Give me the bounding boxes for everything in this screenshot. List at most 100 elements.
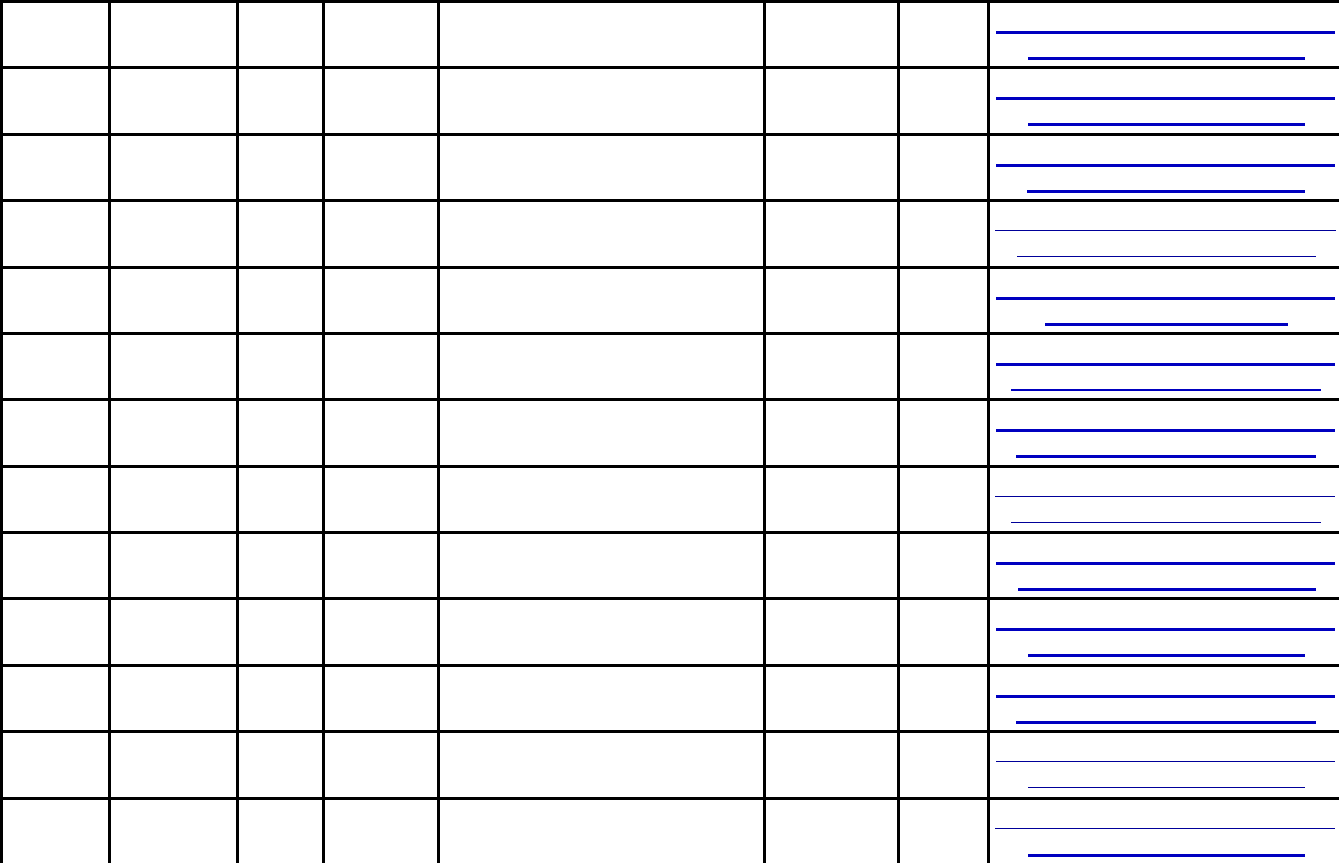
link-cell [987, 331, 1339, 402]
table-cell [236, 199, 325, 269]
blank-link-underline-bottom[interactable] [1011, 521, 1321, 523]
table-cell [108, 530, 239, 601]
table-cell [0, 663, 111, 734]
table-cell [108, 398, 239, 468]
table-cell [322, 597, 440, 667]
table-cell [322, 464, 440, 535]
table-cell [897, 0, 990, 70]
table-cell [108, 0, 239, 70]
blank-link-underline-top[interactable] [995, 230, 1336, 232]
table-cell [236, 132, 325, 203]
table-cell [897, 597, 990, 667]
blank-link-underline-bottom[interactable] [1016, 455, 1316, 459]
table-cell [322, 199, 440, 269]
table-cell [108, 265, 239, 335]
blank-link-underline-top[interactable] [996, 31, 1335, 34]
link-cell [987, 796, 1339, 863]
blank-link-underline-bottom[interactable] [1028, 123, 1305, 127]
table-cell [437, 663, 766, 734]
table-cell [108, 132, 239, 203]
table-cell [236, 66, 325, 136]
link-cell [987, 265, 1339, 335]
blank-link-underline-bottom[interactable] [1028, 654, 1305, 658]
table-cell [322, 66, 440, 136]
blank-link-underline-top[interactable] [996, 97, 1335, 101]
table-cell [0, 530, 111, 601]
blank-link-underline-top[interactable] [995, 827, 1335, 829]
table-cell [763, 0, 900, 70]
table-cell [108, 597, 239, 667]
table-cell [108, 663, 239, 734]
table-cell [437, 331, 766, 402]
table-cell [108, 199, 239, 269]
table-cell [897, 66, 990, 136]
blank-link-underline-bottom[interactable] [1045, 322, 1288, 326]
blank-link-underline-top[interactable] [996, 761, 1335, 763]
blank-link-underline-top[interactable] [996, 628, 1335, 632]
table-cell [437, 66, 766, 136]
link-cell [987, 199, 1339, 269]
blank-link-underline-bottom[interactable] [1018, 588, 1316, 591]
blank-link-underline-top[interactable] [996, 429, 1335, 433]
table-row-7 [0, 398, 1339, 468]
blank-link-underline-bottom[interactable] [1028, 787, 1305, 789]
table-cell [236, 398, 325, 468]
table-cell [322, 0, 440, 70]
table-cell [763, 663, 900, 734]
table-cell [897, 199, 990, 269]
table-cell [322, 796, 440, 863]
table-cell [108, 66, 239, 136]
blank-link-underline-top[interactable] [996, 296, 1335, 300]
table-cell [763, 66, 900, 136]
table-row-13 [0, 796, 1339, 863]
table-cell [897, 398, 990, 468]
blank-link-underline-top[interactable] [996, 362, 1335, 366]
link-cell [987, 530, 1339, 601]
table-cell [437, 265, 766, 335]
link-cell [987, 464, 1339, 535]
table-cell [108, 730, 239, 800]
table-cell [763, 132, 900, 203]
table-cell [437, 199, 766, 269]
table-cell [897, 132, 990, 203]
link-cell [987, 66, 1339, 136]
table-cell [763, 331, 900, 402]
blank-link-underline-bottom[interactable] [1016, 720, 1316, 724]
table-row-9 [0, 530, 1339, 601]
table-cell [0, 464, 111, 535]
table-cell [0, 331, 111, 402]
table-row-11 [0, 663, 1339, 734]
link-cell [987, 398, 1339, 468]
blank-link-underline-bottom[interactable] [1011, 388, 1321, 391]
table-cell [236, 265, 325, 335]
blank-link-underline-bottom[interactable] [1028, 853, 1305, 857]
blank-link-underline-top[interactable] [996, 163, 1335, 167]
table-cell [322, 331, 440, 402]
blank-link-underline-top[interactable] [995, 495, 1335, 497]
table-cell [437, 464, 766, 535]
table-cell [322, 132, 440, 203]
link-cell [987, 663, 1339, 734]
blank-link-underline-top[interactable] [996, 562, 1335, 565]
table-cell [0, 199, 111, 269]
table-cell [236, 464, 325, 535]
link-cell [987, 730, 1339, 800]
table-cell [437, 0, 766, 70]
blank-link-underline-bottom[interactable] [1027, 189, 1305, 193]
table-cell [322, 730, 440, 800]
blank-link-underline-bottom[interactable] [1028, 57, 1305, 60]
table-cell [322, 265, 440, 335]
table-cell [437, 132, 766, 203]
blank-link-underline-bottom[interactable] [1017, 256, 1316, 258]
table-cell [763, 199, 900, 269]
table-cell [763, 730, 900, 800]
table-cell [0, 265, 111, 335]
table-cell [236, 663, 325, 734]
table-cell [322, 530, 440, 601]
table-cell [0, 66, 111, 136]
blank-link-underline-top[interactable] [996, 694, 1335, 698]
table-row-8 [0, 464, 1339, 535]
